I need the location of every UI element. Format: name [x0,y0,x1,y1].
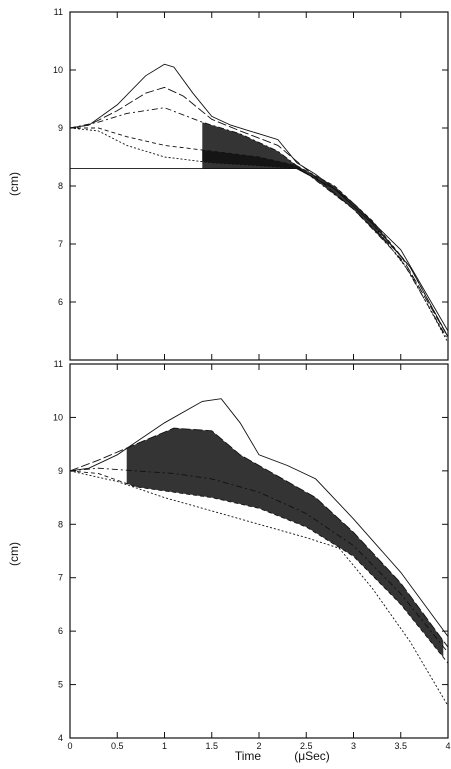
x-tick-label-bottom-2: 2 [256,741,261,751]
series-line-top-5 [70,168,449,338]
y-tick-label-bottom-4: 4 [58,733,63,743]
series-line-top-4 [69,127,449,343]
y-tick-label-top-8: 8 [58,181,63,191]
curves-bottom [69,398,449,707]
series-line-bottom-2 [69,467,449,653]
y-tick-label-bottom-11: 11 [54,359,63,369]
x-tick-label-bottom-2.5: 2.5 [300,741,313,751]
series-line-top-1 [69,86,449,338]
dense-bands-top [202,122,444,334]
y-tick-label-top-10: 10 [53,65,63,75]
y-tick-label-top-7: 7 [58,239,63,249]
x-tick-label-bottom-0: 0 [67,741,72,751]
dense-band-bottom-0 [126,428,444,658]
ticks-top: 11 10 9 8 7 6 [53,7,449,360]
x-tick-label-bottom-3: 3 [351,741,356,751]
y-tick-label-bottom-9: 9 [58,466,63,476]
y-tick-label-top-11: 11 [54,7,63,17]
dense-band-top-1 [202,150,444,329]
curves-top [69,63,449,343]
chart-panel-top: (cm) 11 10 9 8 7 6 [7,7,449,361]
x-tick-label-bottom-3.5: 3.5 [394,741,407,751]
x-axis-title-unit: (μSec) [294,749,330,763]
series-line-bottom-1 [69,427,449,648]
series-line-top-2 [69,107,449,340]
y-tick-label-top-6: 6 [58,297,63,307]
dense-band-top-0 [202,122,444,334]
y-tick-label-bottom-10: 10 [53,412,63,422]
series-line-bottom-4 [69,470,449,707]
plot-frame-top [69,11,449,361]
y-tick-label-bottom-6: 6 [58,626,63,636]
series-line-bottom-3 [69,470,449,664]
series-line-top-0 [69,63,449,332]
plot-frame-bottom [69,363,449,739]
y-tick-label-bottom-7: 7 [58,573,63,583]
x-tick-label-bottom-4: 4 [445,741,450,751]
dense-bands-bottom [126,428,444,658]
x-tick-label-bottom-1: 1 [162,741,167,751]
y-axis-label-top: (cm) [7,172,21,196]
y-tick-label-bottom-5: 5 [58,680,63,690]
x-tick-label-bottom-1.5: 1.5 [205,741,218,751]
series-line-bottom-0 [69,398,449,637]
x-tick-label-bottom-0.5: 0.5 [111,741,124,751]
y-tick-label-bottom-8: 8 [58,519,63,529]
y-axis-label-bottom: (cm) [7,542,21,566]
x-axis-title-time: Time [235,749,262,763]
y-tick-label-top-9: 9 [58,123,63,133]
series-line-top-3 [70,127,449,338]
